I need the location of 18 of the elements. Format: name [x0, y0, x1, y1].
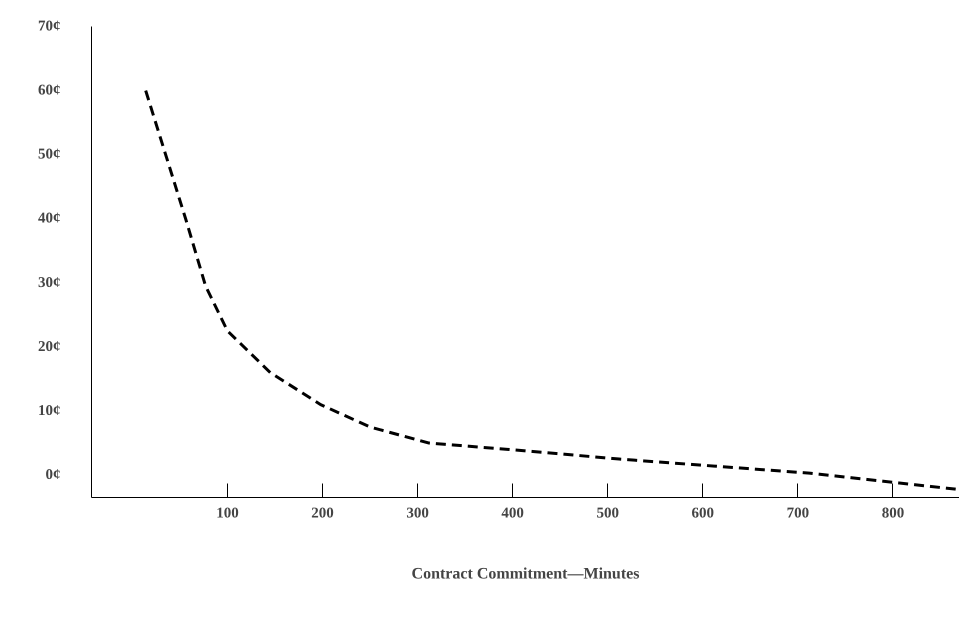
y-tick-label: 10¢ — [38, 402, 60, 419]
x-tick-label: 300 — [406, 506, 429, 522]
x-axis-title: Contract Commitment—Minutes — [412, 566, 640, 582]
line-series — [144, 89, 958, 491]
y-tick-label: 50¢ — [38, 146, 60, 163]
x-tick-label: 400 — [501, 506, 524, 522]
x-tick-label: 700 — [786, 506, 810, 522]
x-tick-label: 500 — [596, 506, 619, 522]
y-tick-label: 40¢ — [38, 210, 60, 227]
x-tick-label: 200 — [311, 506, 334, 522]
y-tick-label: 20¢ — [38, 338, 60, 355]
y-tick-label: 60¢ — [38, 82, 60, 99]
y-tick-label: 70¢ — [38, 18, 60, 34]
x-tick-label: 100 — [216, 506, 239, 522]
y-tick-label: 0¢ — [46, 467, 60, 484]
y-tick-label: 30¢ — [38, 274, 60, 291]
x-tick-label: 600 — [692, 506, 714, 522]
x-tick-label: 800 — [882, 506, 904, 522]
